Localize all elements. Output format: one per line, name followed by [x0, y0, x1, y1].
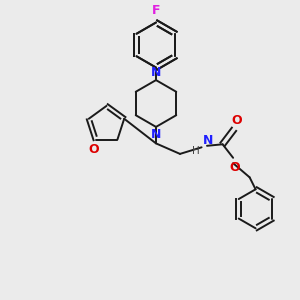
Text: O: O [229, 161, 240, 174]
Text: O: O [89, 143, 99, 156]
Text: N: N [202, 134, 213, 147]
Text: H: H [192, 146, 200, 156]
Text: N: N [151, 66, 161, 79]
Text: O: O [232, 114, 242, 127]
Text: F: F [152, 4, 160, 17]
Text: N: N [151, 128, 161, 141]
